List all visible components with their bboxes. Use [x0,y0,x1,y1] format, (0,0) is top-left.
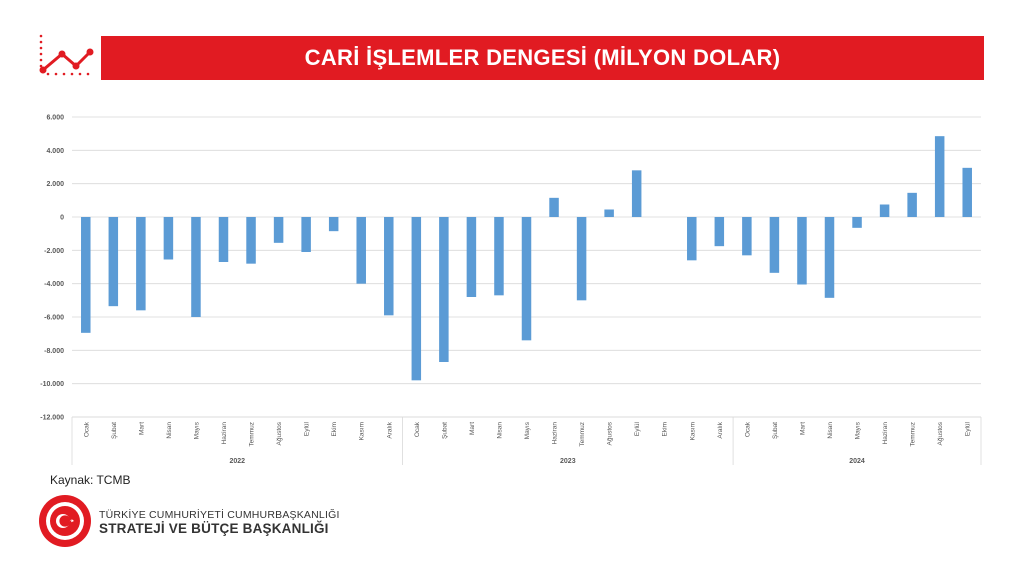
year-label: 2024 [849,458,865,465]
bar [852,217,862,228]
month-label: Temmuz [249,422,256,447]
bar [879,204,890,217]
month-label: Ekim [331,422,338,436]
month-label: Aralık [717,421,724,438]
bar [742,217,752,256]
month-label: Mayıs [855,421,862,439]
year-label: 2023 [560,458,576,465]
bar [191,217,201,317]
y-tick-label: 4.000 [46,148,64,155]
bar [934,136,945,217]
month-label: Nisan [827,422,834,439]
page-title: CARİ İŞLEMLER DENGESİ (MİLYON DOLAR) [304,45,781,70]
org-name-line2: STRATEJİ VE BÜTÇE BAŞKANLIĞI [99,521,329,536]
y-tick-label: -2.000 [44,248,64,255]
bar [246,217,256,264]
bar [714,217,725,247]
y-tick-label: -4.000 [44,281,64,288]
month-label: Ağustos [607,421,614,445]
bar [439,217,449,362]
bar [521,217,532,341]
bar [466,217,477,297]
bar [576,217,587,301]
bar [81,217,91,333]
org-name-line1: TÜRKİYE CUMHURİYETİ CUMHURBAŞKANLIĞI [99,509,340,521]
bar [907,192,917,217]
month-label: Nisan [496,422,503,439]
year-label: 2022 [229,458,245,465]
bar [136,217,146,311]
bar [494,217,504,296]
month-label: Eylül [965,421,972,436]
month-label: Eylül [304,421,311,436]
month-label: Mayıs [193,421,200,439]
presidency-seal-icon [39,495,91,547]
month-label: Ekim [662,422,669,436]
trend-line-icon [39,34,94,76]
source-note: Kaynak: TCMB [50,473,131,487]
bar [273,217,284,243]
y-tick-label: -10.000 [40,381,64,388]
month-label: Şubat [441,422,448,439]
bar [962,167,972,217]
month-label: Mart [799,422,806,435]
bar [301,217,311,252]
bar [328,217,339,232]
month-label: Mayıs [524,421,531,439]
month-label: Aralık [386,421,393,438]
bar [604,209,614,217]
bar [356,217,366,284]
bar [218,217,229,262]
bar [631,170,642,217]
month-label: Mart [469,422,476,435]
month-label: Haziran [221,422,228,445]
month-label: Eylül [634,421,641,436]
y-tick-label: 2.000 [46,181,64,188]
month-label: Şubat [772,422,779,439]
month-label: Temmuz [910,422,917,447]
bar [384,217,394,316]
bar [108,217,119,307]
month-label: Haziran [882,422,889,445]
month-label: Haziran [552,422,559,445]
bar [411,217,422,381]
bar [163,217,174,260]
bar [824,217,835,298]
y-tick-label: 0 [60,215,64,222]
bar [797,217,807,285]
bar [687,217,697,261]
month-label: Mart [138,422,145,435]
y-tick-label: -8.000 [44,348,64,355]
month-label: Ocak [414,421,421,437]
month-label: Temmuz [579,422,586,447]
month-label: Kasım [359,422,366,440]
y-tick-label: 6.000 [46,115,64,122]
month-label: Ağustos [937,421,944,445]
y-tick-label: -12.000 [40,415,64,422]
month-label: Ocak [744,421,751,437]
month-label: Şubat [111,422,118,439]
month-label: Kasım [689,422,696,440]
month-label: Nisan [166,422,173,439]
month-label: Ocak [83,421,90,437]
title-bar: CARİ İŞLEMLER DENGESİ (MİLYON DOLAR) [101,36,984,80]
month-label: Ağustos [276,421,283,445]
bar [549,197,559,217]
bar [769,217,780,273]
y-tick-label: -6.000 [44,315,64,322]
current-account-chart: 6.000 4.000 2.000 0 -2.000 -4.000 -6.000 -8.000… [40,115,982,465]
